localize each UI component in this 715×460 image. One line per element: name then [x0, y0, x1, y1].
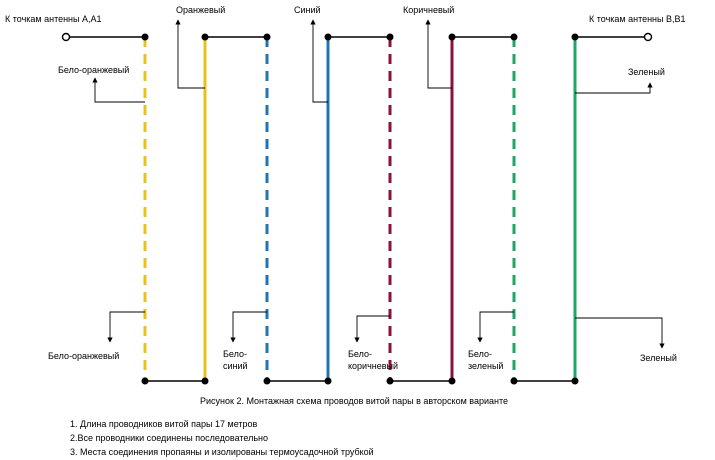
leader-blue-top	[310, 19, 328, 103]
leader-orange-top	[175, 19, 205, 89]
left-antenna-label: К точкам антенны А,А1	[5, 14, 102, 24]
junction-dot	[386, 33, 394, 41]
note-2: 2.Все проводники соединены последователь…	[70, 433, 269, 443]
labels: К точкам антенны А,А1 К точкам антенны В…	[5, 5, 686, 406]
white-brown-bottom-label-line2: коричневый	[348, 361, 398, 371]
figure-caption: Рисунок 2. Монтажная схема проводов вито…	[200, 396, 508, 406]
orange-top-label: Оранжевый	[176, 5, 225, 15]
leader-white-brown-bottom	[354, 315, 390, 343]
leader-brown-top	[425, 19, 452, 89]
white-green-bottom-label-line1: Бело-	[468, 349, 492, 359]
junction-dot	[386, 377, 394, 385]
white-blue-bottom-label-line1: Бело-	[223, 349, 247, 359]
leader-white-orange-top	[92, 77, 145, 103]
junction-dot	[324, 33, 332, 41]
note-1: 1. Длина проводников витой пары 17 метро…	[70, 419, 258, 429]
white-orange-top-label: Бело-оранжевый	[58, 65, 129, 75]
wires	[143, 37, 577, 381]
green-top-label: Зеленый	[628, 67, 665, 77]
green-bottom-label: Зеленый	[640, 353, 677, 363]
white-blue-bottom-label-line2: синий	[223, 361, 248, 371]
leader-white-orange-bottom	[107, 311, 145, 343]
leader-green-top	[575, 82, 653, 94]
blue-top-label: Синий	[294, 5, 321, 15]
junction-dot	[324, 377, 332, 385]
white-green-bottom-label-line2: зеленый	[468, 361, 503, 371]
white-brown-bottom-label-line1: Бело-	[348, 349, 372, 359]
junction-dot	[448, 377, 456, 385]
junctions	[141, 33, 579, 385]
leader-lines	[92, 19, 665, 349]
junction-dot	[510, 377, 518, 385]
brown-top-label: Коричневый	[403, 5, 454, 15]
junction-dot	[141, 377, 149, 385]
junction-dot	[571, 33, 579, 41]
right-antenna-terminal	[643, 32, 653, 42]
junction-dot	[201, 33, 209, 41]
leader-green-bottom	[575, 317, 665, 349]
junction-dot	[448, 33, 456, 41]
white-orange-bottom-label: Бело-оранжевый	[48, 351, 119, 361]
note-3: 3. Места соединения пропаяны и изолирова…	[70, 447, 374, 457]
junction-dot	[510, 33, 518, 41]
left-antenna-terminal	[61, 32, 71, 42]
junction-dot	[141, 33, 149, 41]
leader-white-green-bottom	[477, 311, 514, 343]
junction-dot	[571, 377, 579, 385]
connection-lines	[66, 36, 648, 382]
junction-dot	[201, 377, 209, 385]
junction-dot	[263, 33, 271, 41]
right-antenna-label: К точкам антенны В,В1	[589, 14, 686, 24]
leader-white-blue-bottom	[230, 311, 267, 343]
junction-dot	[263, 377, 271, 385]
